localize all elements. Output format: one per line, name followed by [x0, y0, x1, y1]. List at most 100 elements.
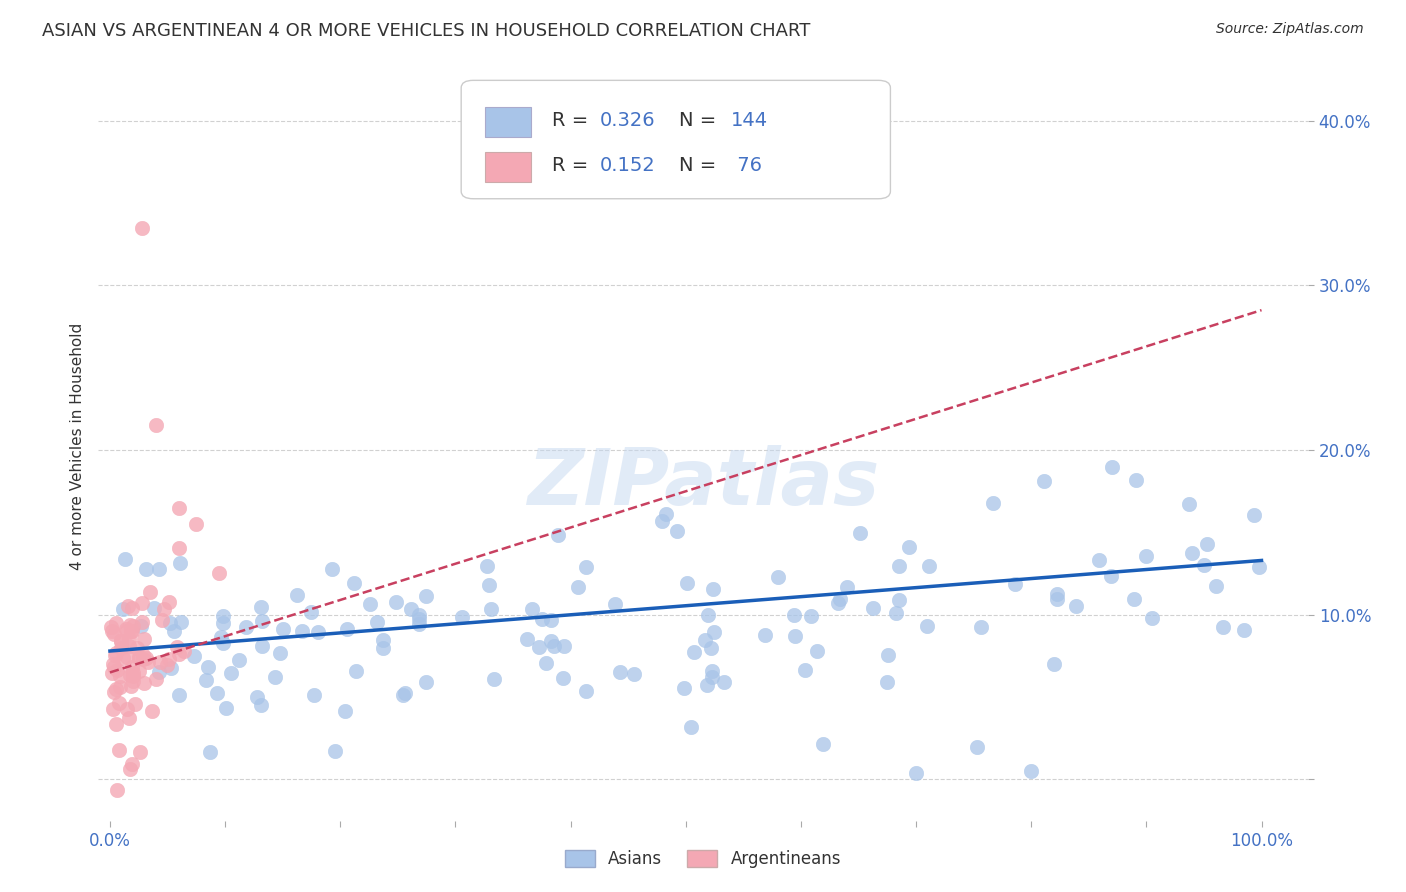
Point [118, 618, 141, 632]
Text: ASIAN VS ARGENTINEAN 4 OR MORE VEHICLES IN HOUSEHOLD CORRELATION CHART: ASIAN VS ARGENTINEAN 4 OR MORE VEHICLES … [42, 22, 810, 40]
Point [143, 601, 166, 615]
Point [183, 649, 205, 664]
Point [159, 616, 181, 631]
Point [118, 640, 141, 654]
Point [148, 665, 170, 679]
Point [1099, 569, 1122, 583]
Point [1142, 611, 1164, 625]
Point [1197, 537, 1219, 551]
Point [321, 562, 343, 576]
Point [343, 575, 366, 590]
Point [104, 681, 127, 696]
Point [150, 613, 173, 627]
Point [1004, 577, 1026, 591]
Text: 76: 76 [731, 155, 762, 175]
Point [212, 609, 235, 624]
Point [1205, 579, 1227, 593]
Point [169, 556, 191, 570]
Point [529, 640, 551, 655]
Point [139, 585, 162, 599]
Point [200, 745, 222, 759]
Point [108, 696, 131, 710]
Point [877, 648, 900, 663]
Point [359, 597, 381, 611]
Point [205, 685, 228, 699]
Point [575, 683, 598, 698]
Point [131, 596, 153, 610]
Point [214, 701, 236, 715]
Text: N =: N = [679, 155, 723, 175]
Point [889, 593, 911, 607]
Point [530, 612, 553, 626]
Point [543, 640, 565, 654]
Point [149, 655, 172, 669]
Point [675, 576, 697, 591]
Point [131, 615, 153, 630]
Point [208, 566, 231, 580]
Point [103, 648, 125, 662]
Point [228, 653, 250, 667]
Point [159, 661, 181, 675]
Point [703, 624, 725, 639]
Point [673, 681, 696, 695]
Point [394, 686, 416, 700]
Point [195, 673, 218, 687]
Point [131, 619, 153, 633]
Point [120, 679, 142, 693]
Point [702, 670, 724, 684]
Point [981, 496, 1004, 510]
Point [553, 639, 575, 653]
Point [118, 632, 141, 647]
Point [264, 669, 287, 683]
Point [120, 624, 142, 639]
Point [702, 665, 724, 679]
Point [250, 698, 273, 713]
Point [697, 608, 720, 623]
Point [1135, 549, 1157, 564]
Point [415, 675, 437, 690]
Point [1123, 591, 1146, 606]
Point [169, 689, 191, 703]
Point [655, 507, 678, 521]
Point [135, 651, 157, 665]
Point [115, 650, 138, 665]
FancyBboxPatch shape [485, 106, 531, 136]
Point [285, 588, 308, 602]
Point [155, 658, 177, 673]
Text: 0.326: 0.326 [600, 111, 655, 129]
Point [148, 562, 170, 576]
Point [169, 541, 191, 556]
Point [415, 589, 437, 603]
Point [1178, 497, 1201, 511]
Point [695, 633, 717, 648]
Point [478, 578, 501, 592]
Point [157, 594, 180, 608]
Point [117, 599, 139, 613]
Point [132, 648, 155, 662]
Point [246, 690, 269, 705]
Point [108, 743, 131, 757]
Point [153, 602, 176, 616]
Point [1192, 558, 1215, 573]
Point [366, 615, 388, 629]
Point [540, 613, 562, 627]
Point [1243, 508, 1265, 523]
Point [101, 665, 124, 680]
Point [114, 622, 136, 636]
Point [1212, 619, 1234, 633]
Point [173, 644, 195, 658]
Point [212, 616, 235, 631]
Point [800, 609, 823, 624]
Point [551, 671, 574, 685]
Point [336, 623, 359, 637]
Point [209, 630, 232, 644]
Point [884, 606, 907, 620]
Point [135, 561, 157, 575]
Point [170, 615, 193, 629]
Point [1125, 473, 1147, 487]
Point [128, 649, 150, 664]
Point [110, 634, 132, 648]
Point [110, 641, 132, 656]
Point [111, 602, 134, 616]
Point [1249, 560, 1271, 574]
